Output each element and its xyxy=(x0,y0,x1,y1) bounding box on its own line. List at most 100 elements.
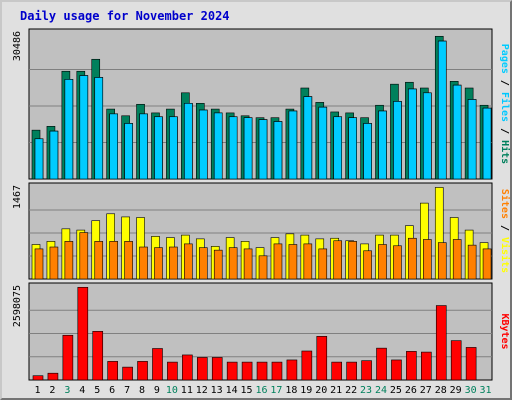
bar-pages-3 xyxy=(64,79,74,180)
bar-sites-11 xyxy=(184,243,193,280)
bar-kbytes-7 xyxy=(122,366,133,381)
bar-pages-9 xyxy=(154,116,163,180)
legend-sites: Sites xyxy=(499,189,510,219)
tick-day-3: 3 xyxy=(64,385,70,396)
bar-sites-7 xyxy=(124,241,133,280)
tick-day-15: 15 xyxy=(241,385,253,396)
bar-pages-11 xyxy=(184,103,193,180)
tick-day-14: 14 xyxy=(226,385,238,396)
bar-pages-24 xyxy=(378,110,387,180)
tick-day-28: 28 xyxy=(435,385,447,396)
bar-pages-16 xyxy=(258,119,268,180)
bar-pages-26 xyxy=(408,88,417,180)
bar-sites-15 xyxy=(243,248,253,280)
bar-sites-17 xyxy=(273,243,283,280)
bar-kbytes-8 xyxy=(137,361,148,381)
bar-pages-15 xyxy=(243,117,253,180)
right-label-kbytes: KBytes xyxy=(499,313,510,349)
bar-pages-7 xyxy=(124,123,133,180)
bar-sites-30 xyxy=(467,244,477,280)
bar-kbytes-11 xyxy=(182,354,193,381)
bar-sites-25 xyxy=(393,245,402,280)
tick-day-21: 21 xyxy=(330,385,342,396)
tick-day-11: 11 xyxy=(181,385,193,396)
tick-day-1: 1 xyxy=(34,385,40,396)
bar-sites-10 xyxy=(169,246,178,280)
tick-day-31: 31 xyxy=(480,385,492,396)
bar-sites-21 xyxy=(333,240,343,280)
bar-sites-20 xyxy=(318,248,328,280)
legend-pages: Pages xyxy=(499,44,510,74)
bar-sites-12 xyxy=(198,247,208,280)
ymax-label-hits-files-pages: 30486 xyxy=(12,31,23,61)
bar-pages-17 xyxy=(273,121,283,180)
chart-title: Daily usage for November 2024 xyxy=(20,9,230,23)
right-label-visits-sites: Sites / Visits xyxy=(499,189,510,273)
bar-sites-18 xyxy=(288,244,298,280)
bar-kbytes-22 xyxy=(346,361,357,381)
bar-pages-29 xyxy=(452,84,462,180)
bar-kbytes-29 xyxy=(450,340,462,381)
bar-sites-29 xyxy=(452,239,462,280)
bar-sites-6 xyxy=(109,241,118,280)
bar-sites-19 xyxy=(303,243,313,280)
bar-pages-8 xyxy=(139,113,148,180)
tick-day-6: 6 xyxy=(109,385,115,396)
bar-kbytes-28 xyxy=(435,305,447,381)
bar-pages-10 xyxy=(169,116,178,180)
bar-pages-1 xyxy=(34,138,44,180)
bar-pages-31 xyxy=(482,107,492,180)
bar-sites-1 xyxy=(34,248,44,280)
bar-sites-14 xyxy=(228,247,238,280)
bar-kbytes-21 xyxy=(331,361,343,381)
bar-sites-9 xyxy=(154,247,163,280)
bar-pages-14 xyxy=(228,116,238,180)
tick-day-9: 9 xyxy=(154,385,160,396)
bar-sites-5 xyxy=(94,241,104,280)
bar-kbytes-12 xyxy=(196,357,208,381)
bar-kbytes-15 xyxy=(241,361,253,381)
tick-day-26: 26 xyxy=(405,385,417,396)
legend-kbytes: KBytes xyxy=(499,313,510,349)
bar-kbytes-25 xyxy=(391,359,402,381)
bar-sites-28 xyxy=(437,242,447,280)
bar-kbytes-6 xyxy=(107,361,118,381)
bar-pages-18 xyxy=(288,110,298,180)
bar-pages-13 xyxy=(213,112,223,180)
tick-day-17: 17 xyxy=(270,385,282,396)
bar-pages-12 xyxy=(198,109,208,180)
bar-kbytes-24 xyxy=(376,347,387,381)
tick-day-30: 30 xyxy=(465,385,477,396)
tick-day-24: 24 xyxy=(375,385,387,396)
tick-day-18: 18 xyxy=(285,385,297,396)
bar-kbytes-30 xyxy=(465,347,477,381)
bar-pages-22 xyxy=(348,117,357,180)
bar-kbytes-3 xyxy=(62,334,74,381)
tick-day-13: 13 xyxy=(211,385,223,396)
bar-kbytes-23 xyxy=(361,360,372,381)
bar-pages-21 xyxy=(333,116,343,180)
ymax-label-kbytes: 2598075 xyxy=(12,285,23,327)
bar-pages-6 xyxy=(109,113,118,180)
tick-day-16: 16 xyxy=(255,385,267,396)
bar-pages-2 xyxy=(49,130,59,180)
bar-sites-8 xyxy=(139,246,148,280)
bar-kbytes-20 xyxy=(316,336,328,381)
bar-kbytes-26 xyxy=(406,351,417,381)
tick-day-5: 5 xyxy=(94,385,100,396)
tick-day-10: 10 xyxy=(166,385,178,396)
bar-kbytes-5 xyxy=(92,331,104,381)
tick-day-12: 12 xyxy=(196,385,208,396)
bar-kbytes-13 xyxy=(211,357,223,381)
tick-day-2: 2 xyxy=(49,385,55,396)
legend-files: Files xyxy=(499,92,510,122)
bar-sites-23 xyxy=(363,250,372,280)
bar-pages-4 xyxy=(79,75,89,180)
bar-kbytes-2 xyxy=(47,372,59,381)
bar-sites-27 xyxy=(423,239,432,280)
bar-sites-24 xyxy=(378,244,387,280)
bar-sites-3 xyxy=(64,241,74,280)
bar-pages-25 xyxy=(393,101,402,180)
